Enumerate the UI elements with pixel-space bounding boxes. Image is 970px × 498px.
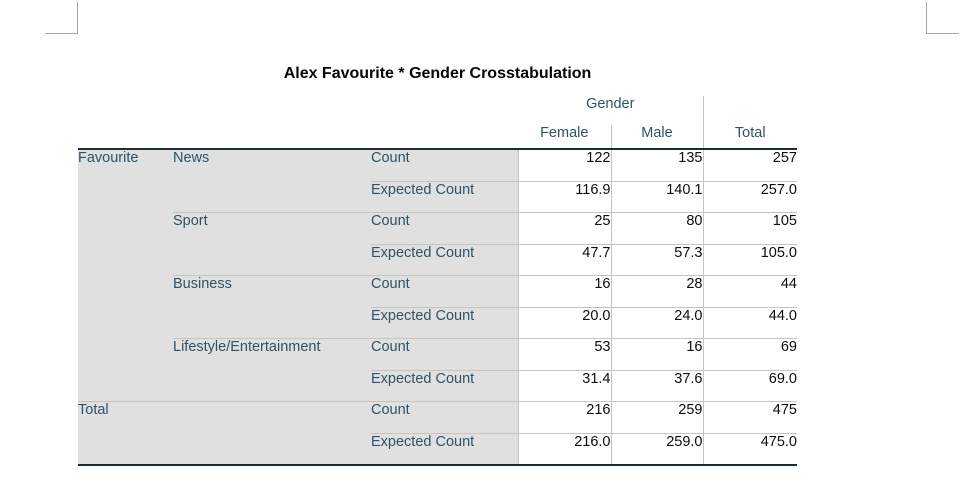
cell-value: 105.0 xyxy=(702,244,797,276)
crosstabulation-table: Gender Female Male Total Favourite News … xyxy=(78,96,797,466)
table-row: Lifestyle/Entertainment Count 53 16 69 xyxy=(78,338,797,402)
cell-value: 69.0 xyxy=(702,370,797,402)
cell-value: 24.0 xyxy=(610,307,703,339)
table-row: Expected Count 47.7 57.3 105.0 xyxy=(78,244,797,276)
cell-value: 44.0 xyxy=(702,307,797,339)
stat-label: Expected Count xyxy=(371,244,518,276)
cell-value: 44 xyxy=(702,275,797,308)
table-row: Expected Count 216.0 259.0 475.0 xyxy=(78,433,797,466)
cell-value: 31.4 xyxy=(517,370,611,402)
category-label: Lifestyle/Entertainment xyxy=(173,338,371,402)
cell-value: 16 xyxy=(517,275,611,308)
cell-value: 475 xyxy=(702,401,797,434)
table-row: Favourite News Count 122 135 257 xyxy=(78,149,797,402)
stat-label: Expected Count xyxy=(371,181,518,213)
cell-value: 47.7 xyxy=(517,244,611,276)
row-dimension-label: Favourite xyxy=(78,149,173,402)
cell-value: 257 xyxy=(702,149,797,182)
category-label: Business xyxy=(173,275,371,339)
cell-value: 69 xyxy=(702,338,797,371)
stat-label: Count xyxy=(371,149,518,182)
cell-value: 216 xyxy=(517,401,611,434)
table-row: Expected Count 116.9 140.1 257.0 xyxy=(78,181,797,213)
stat-label: Expected Count xyxy=(371,433,518,466)
cell-value: 20.0 xyxy=(517,307,611,339)
stat-label: Expected Count xyxy=(371,370,518,402)
page-margin-corner-right xyxy=(926,2,959,34)
cell-value: 37.6 xyxy=(610,370,703,402)
column-dimension-header: Gender xyxy=(586,96,635,112)
cell-value: 80 xyxy=(610,212,703,245)
cell-value: 16 xyxy=(610,338,703,371)
stat-label: Count xyxy=(371,212,518,245)
total-row-label: Total xyxy=(78,401,371,466)
table-title: Alex Favourite * Gender Crosstabulation xyxy=(283,65,592,82)
cell-value: 475.0 xyxy=(702,433,797,466)
table-row: Business Count 16 28 44 xyxy=(78,275,797,339)
stat-label: Count xyxy=(371,338,518,371)
cell-value: 140.1 xyxy=(610,181,703,213)
cell-value: 28 xyxy=(610,275,703,308)
page-margin-corner-left xyxy=(45,2,78,34)
table-row: Expected Count 20.0 24.0 44.0 xyxy=(78,307,797,339)
table-row: Sport Count 25 80 105 xyxy=(78,212,797,276)
stat-label: Expected Count xyxy=(371,307,518,339)
header-spacer xyxy=(78,96,518,125)
stat-label: Count xyxy=(371,401,518,434)
cell-value: 53 xyxy=(517,338,611,371)
header-spacer xyxy=(78,125,518,150)
column-header-total: Total xyxy=(702,125,797,150)
cell-value: 57.3 xyxy=(610,244,703,276)
cell-value: 122 xyxy=(517,149,611,182)
cell-value: 257.0 xyxy=(702,181,797,213)
category-label: News xyxy=(173,149,371,213)
table-row: Expected Count 31.4 37.6 69.0 xyxy=(78,370,797,402)
column-header-male: Male xyxy=(610,125,703,150)
cell-value: 116.9 xyxy=(517,181,611,213)
cell-value: 259.0 xyxy=(610,433,703,466)
table-row: Total Count 216 259 475 xyxy=(78,401,797,466)
cell-value: 135 xyxy=(610,149,703,182)
stat-label: Count xyxy=(371,275,518,308)
cell-value: 216.0 xyxy=(517,433,611,466)
column-header-row: Female Male Total xyxy=(78,125,797,150)
column-header-female: Female xyxy=(518,125,611,150)
cell-value: 105 xyxy=(702,212,797,245)
cell-value: 25 xyxy=(517,212,611,245)
cell-value: 259 xyxy=(610,401,703,434)
column-group-header-row: Gender xyxy=(78,96,797,125)
header-spacer xyxy=(702,96,797,125)
category-label: Sport xyxy=(173,212,371,276)
